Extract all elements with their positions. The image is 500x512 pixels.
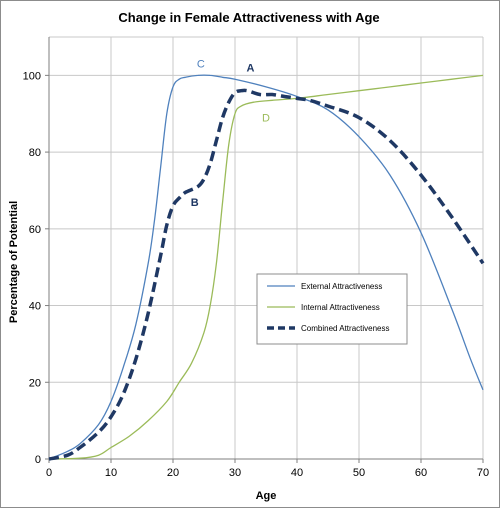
legend-label-internal-attractiveness: Internal Attractiveness — [301, 303, 380, 312]
y-tick-label: 80 — [29, 147, 41, 159]
legend-label-external-attractiveness: External Attractiveness — [301, 282, 382, 291]
y-tick-label: 20 — [29, 377, 41, 389]
x-tick-label: 10 — [105, 467, 117, 479]
x-tick-labels: 0 10 20 30 40 50 60 70 — [46, 467, 489, 479]
y-tick-label: 0 — [35, 454, 41, 466]
x-tick-label: 30 — [229, 467, 241, 479]
annotation-a: A — [247, 63, 255, 75]
y-tick-label: 40 — [29, 301, 41, 313]
series-line-combined-attractiveness — [48, 88, 485, 461]
series-line-external-attractiveness — [48, 74, 484, 460]
y-axis-label: Percentage of Potential — [8, 201, 20, 323]
y-tick-label: 60 — [29, 224, 41, 236]
annotations: A B C D — [191, 59, 270, 209]
annotation-d: D — [262, 112, 270, 124]
x-tick-label: 60 — [415, 467, 427, 479]
legend-label-combined-attractiveness: Combined Attractiveness — [301, 324, 390, 333]
axes — [45, 37, 484, 463]
y-tick-labels: 0 20 40 60 80 100 — [23, 70, 41, 466]
x-tick-label: 70 — [477, 467, 489, 479]
annotation-b: B — [191, 197, 199, 209]
y-tick-label: 100 — [23, 70, 41, 82]
legend: External Attractiveness Internal Attracti… — [256, 273, 408, 345]
x-axis-label: Age — [256, 490, 277, 502]
series-layer — [48, 74, 485, 461]
chart-title: Change in Female Attractiveness with Age — [118, 10, 379, 25]
x-tick-label: 20 — [167, 467, 179, 479]
x-tick-label: 40 — [291, 467, 303, 479]
annotation-c: C — [197, 59, 205, 71]
series-line-internal-attractiveness — [48, 74, 484, 460]
x-tick-label: 0 — [46, 467, 52, 479]
x-tick-label: 50 — [353, 467, 365, 479]
